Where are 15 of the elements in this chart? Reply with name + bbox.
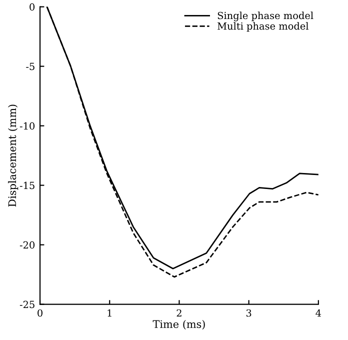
x-tick-label: 1 [108, 309, 112, 317]
legend-label: Multi phase model [218, 22, 308, 32]
y-tick-label: -15 [20, 182, 34, 190]
y-tick-label: -25 [20, 300, 34, 308]
x-axis-title: Time (ms) [152, 320, 205, 330]
y-tick-label: -20 [20, 241, 35, 249]
x-tick-label: 4 [316, 309, 322, 317]
y-tick-label: 0 [30, 3, 35, 11]
y-tick-label: -10 [20, 122, 35, 130]
x-tick-label: 3 [246, 309, 252, 317]
x-tick-label: 0 [38, 309, 42, 317]
y-axis-title: Displacement (mm) [8, 104, 18, 207]
x-tick-label: 2 [176, 309, 182, 317]
legend-label: Single phase model [218, 12, 314, 22]
y-tick-label: -5 [26, 62, 34, 70]
